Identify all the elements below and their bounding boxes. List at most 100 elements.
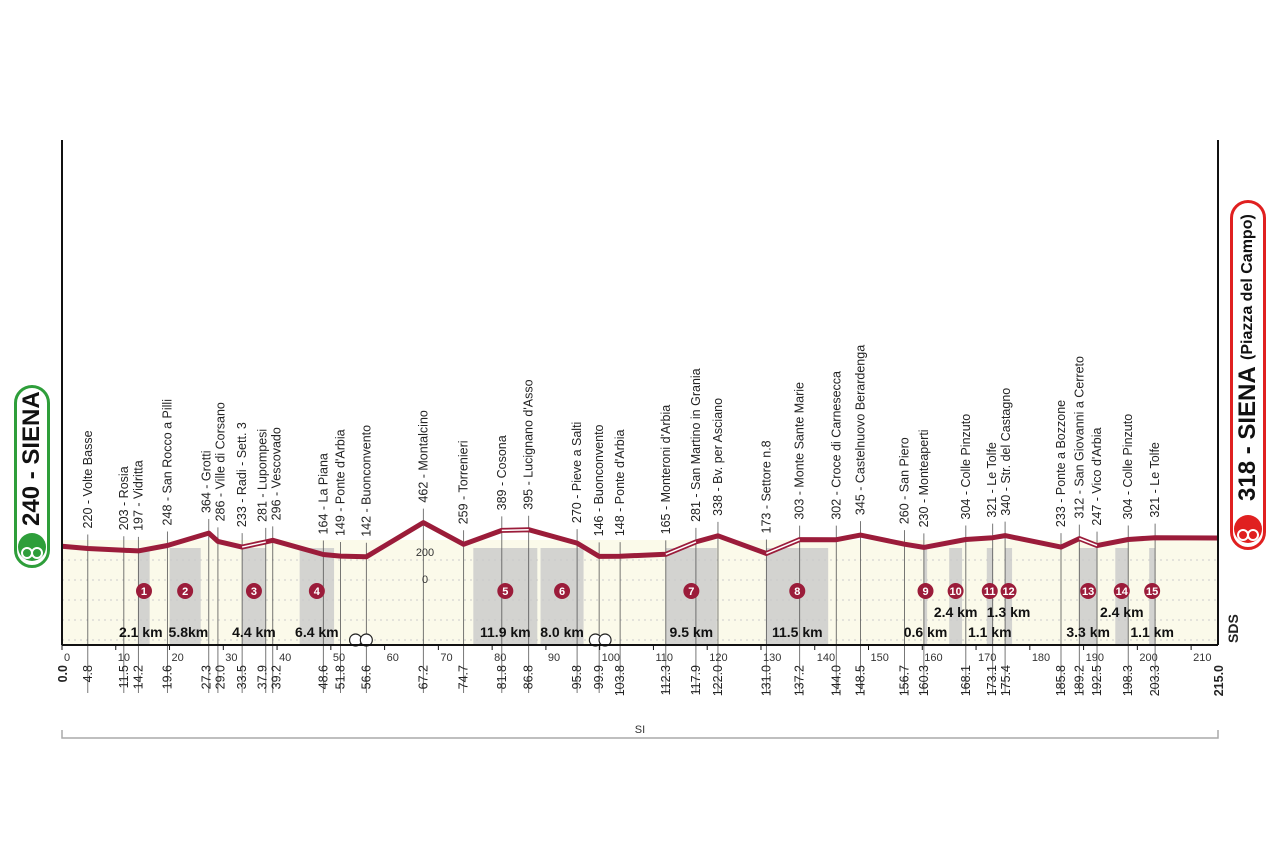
waypoint-km: 175.4 xyxy=(999,665,1013,696)
waypoint-label: 321 - Le Tolfe xyxy=(985,442,999,518)
waypoint-label: 220 - Volte Basse xyxy=(81,430,95,528)
sector-number: 13 xyxy=(1082,586,1094,598)
x-tick-label: 0 xyxy=(64,652,70,664)
sector-length: 11.9 km xyxy=(480,624,531,640)
x-tick-label: 160 xyxy=(924,652,942,664)
sector-length: 2.4 km xyxy=(1100,604,1144,620)
sector-number-badge xyxy=(683,583,700,599)
x-tick-label: 170 xyxy=(978,652,996,664)
sector-length: 9.5 km xyxy=(670,624,714,640)
waypoint-label: 304 - Colle Pinzuto xyxy=(959,414,973,520)
bike-icon xyxy=(1234,515,1262,543)
waypoint-km: 11.5 xyxy=(117,665,131,688)
waypoint-label: 340 - Str. del Castagno xyxy=(999,388,1013,516)
sector-number-badge xyxy=(947,583,964,599)
waypoint-km: 122.0 xyxy=(711,665,725,696)
waypoint-km: 131.0 xyxy=(759,665,773,696)
waypoint-label: 345 - Castelnuovo Berardenga xyxy=(853,345,867,515)
x-tick-label: 210 xyxy=(1193,652,1211,664)
x-tick-label: 40 xyxy=(279,652,291,664)
waypoint-km: 198.3 xyxy=(1121,665,1135,696)
sector-number-badge xyxy=(1113,583,1130,599)
sector-road-marker xyxy=(1079,537,1098,547)
waypoint-km: 203.3 xyxy=(1148,665,1162,696)
sector-number: 8 xyxy=(794,586,800,598)
waypoint-label: 148 - Ponte d'Arbia xyxy=(613,429,627,536)
waypoint-label: 260 - San Piero xyxy=(898,437,912,524)
sector-number: 5 xyxy=(502,586,508,598)
sector-number: 12 xyxy=(1002,586,1014,598)
waypoint-km: 95.8 xyxy=(570,665,584,689)
sector-number: 15 xyxy=(1146,586,1158,598)
waypoint-label: 338 - Bv. per Asciano xyxy=(711,398,725,516)
waypoint-km: 112.3 xyxy=(659,665,673,695)
sector-number: 6 xyxy=(559,586,565,598)
sector-number: 9 xyxy=(922,586,928,598)
x-tick-label: 150 xyxy=(871,652,889,664)
x-tick-label: 90 xyxy=(548,652,560,664)
waypoint-km: 117.9 xyxy=(689,665,703,695)
waypoint-km: 156.7 xyxy=(898,665,912,696)
x-tick-label: 120 xyxy=(709,652,727,664)
sector-length: 4.4 km xyxy=(232,624,276,640)
waypoint-label: 233 - Radi - Sett. 3 xyxy=(235,422,249,527)
x-tick-label: 60 xyxy=(387,652,399,664)
waypoint-km: 189.2 xyxy=(1072,665,1086,696)
sector-number-badge xyxy=(177,583,194,599)
waypoint-km: 148.5 xyxy=(853,665,867,696)
waypoint-km: 185.8 xyxy=(1054,665,1068,696)
finish-label: 318 - SIENA xyxy=(1234,366,1261,501)
sds-logo: SDS xyxy=(1225,614,1241,643)
sector-number: 14 xyxy=(1116,586,1129,598)
waypoint-label: 286 - Ville di Corsano xyxy=(213,402,227,521)
waypoint-label: 146 - Buonconvento xyxy=(592,424,606,536)
waypoint-km: 67.2 xyxy=(416,665,430,689)
waypoint-label: 270 - Pieve a Salti xyxy=(570,422,584,523)
sector-road-marker xyxy=(766,538,800,555)
waypoint-km: 4.8 xyxy=(81,665,95,682)
waypoint-label: 165 - Monteroni d'Arbia xyxy=(659,405,673,535)
sector-length: 1.3 km xyxy=(987,604,1031,620)
sector-number-badge xyxy=(1144,583,1161,599)
waypoint-label: 247 - Vico d'Arbia xyxy=(1090,427,1104,525)
x-tick-label: 190 xyxy=(1086,652,1104,664)
waypoint-label: 321 - Le Tolfe xyxy=(1148,442,1162,518)
waypoint-km: 33.5 xyxy=(235,665,249,689)
finish-text: 318 - SIENA (Piazza del Campo) xyxy=(1234,203,1262,512)
x-tick-label: 100 xyxy=(602,652,620,664)
sector-number: 2 xyxy=(182,586,188,598)
sector-road-marker xyxy=(501,528,529,532)
waypoint-label: 302 - Croce di Carnesecca xyxy=(829,371,843,520)
sector-length: 11.5 km xyxy=(772,624,823,640)
waypoint-label: 389 - Cosona xyxy=(495,435,509,510)
waypoint-label: 304 - Colle Pinzuto xyxy=(1121,414,1135,520)
sector-number: 4 xyxy=(314,586,321,598)
waypoint-km: 14.2 xyxy=(131,665,145,689)
waypoint-km: 86.8 xyxy=(522,665,536,689)
waypoint-km: 160.3 xyxy=(917,665,931,696)
sector-road-marker xyxy=(665,541,697,556)
waypoint-label: 303 - Monte Sante Marie xyxy=(793,382,807,520)
sector-number-badge xyxy=(917,583,934,599)
waypoint-km: 192.5 xyxy=(1090,665,1104,696)
waypoint-km: 27.3 xyxy=(199,665,213,689)
sector-length: 5.8km xyxy=(169,624,209,640)
waypoint-label: 462 - Montalcino xyxy=(416,410,430,502)
sector-number: 7 xyxy=(688,586,694,598)
sector-length: 6.4 km xyxy=(295,624,339,640)
x-tick-label: 110 xyxy=(655,652,673,664)
waypoint-km: 137.2 xyxy=(793,665,807,696)
waypoint-km: 48.6 xyxy=(316,665,330,689)
sector-number-badge xyxy=(497,583,514,599)
waypoint-label: 164 - La Piana xyxy=(316,453,330,534)
x-tick-label: 130 xyxy=(763,652,781,664)
start-km: 0.0 xyxy=(56,665,70,682)
waypoint-km: 19.6 xyxy=(160,665,174,689)
waypoint-label: 233 - Ponte a Bozzone xyxy=(1054,400,1068,527)
sector-length: 8.0 km xyxy=(540,624,584,640)
bike-icon xyxy=(18,533,46,561)
x-tick-label: 30 xyxy=(225,652,237,664)
waypoint-km: 144.0 xyxy=(829,665,843,696)
sector-number-badge xyxy=(981,583,998,599)
